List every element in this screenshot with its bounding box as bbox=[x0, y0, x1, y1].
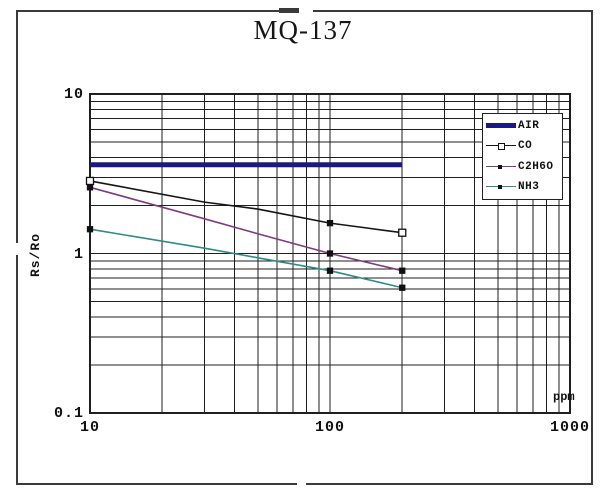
y-tick-label: 1 bbox=[73, 245, 84, 263]
x-tick-label: 10 bbox=[79, 419, 100, 436]
legend-label-nh3: NH3 bbox=[518, 180, 540, 193]
data-marker-co bbox=[398, 228, 407, 237]
data-marker-co bbox=[326, 219, 334, 227]
data-marker-c2h6o bbox=[399, 267, 406, 274]
legend-label-air: AIR bbox=[518, 120, 540, 133]
border-gap-bottom bbox=[297, 483, 306, 488]
series-line-nh3 bbox=[89, 228, 403, 289]
data-marker-nh3 bbox=[326, 267, 334, 274]
border-gap-left bbox=[15, 243, 20, 255]
legend-label-c2h6o: C2H6O bbox=[518, 160, 554, 173]
legend-item-c2h6o: C2H6O bbox=[486, 157, 562, 176]
legend: AIR CO C2H6O NH3 bbox=[482, 113, 563, 200]
legend-swatch-air bbox=[486, 122, 516, 130]
y-tick-label: 10 bbox=[63, 86, 84, 103]
legend-swatch-c2h6o bbox=[486, 163, 516, 171]
data-marker-nh3 bbox=[86, 226, 94, 233]
series-line-c2h6o bbox=[89, 186, 403, 272]
legend-item-co: CO bbox=[486, 137, 562, 156]
plot-border bbox=[89, 93, 571, 414]
border-handle-top bbox=[279, 8, 299, 13]
chart-title: MQ-137 bbox=[253, 15, 353, 45]
border-gap-top bbox=[299, 9, 313, 14]
y-tick-label: 0.1 bbox=[53, 405, 84, 422]
figure-border bbox=[16, 10, 593, 485]
legend-item-air: AIR bbox=[486, 117, 562, 136]
data-marker-nh3 bbox=[399, 284, 406, 291]
legend-label-co: CO bbox=[518, 140, 533, 153]
x-tick-label: 100 bbox=[314, 419, 345, 436]
legend-swatch-nh3 bbox=[486, 183, 516, 191]
legend-item-nh3: NH3 bbox=[486, 177, 562, 196]
x-tick-label: 1000 bbox=[549, 419, 590, 436]
series-line-co bbox=[89, 180, 403, 234]
y-axis-label: Rs/Ro bbox=[28, 233, 43, 278]
legend-swatch-co bbox=[486, 142, 516, 151]
data-marker-c2h6o bbox=[326, 250, 334, 257]
data-marker-c2h6o bbox=[86, 184, 94, 191]
x-axis-unit-label: ppm bbox=[553, 390, 575, 404]
